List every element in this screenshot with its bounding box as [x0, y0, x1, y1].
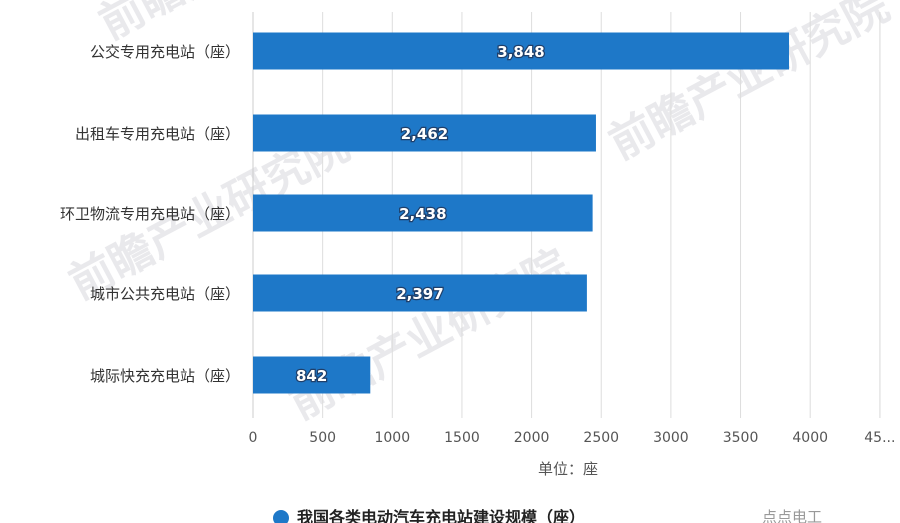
bar-value-label: 2,438: [399, 205, 446, 223]
bar-value-label: 842: [296, 367, 327, 385]
bar-value-label: 2,397: [396, 285, 443, 303]
category-label: 公交专用充电站（座）: [90, 43, 240, 61]
category-label: 环卫物流专用充电站（座）: [60, 205, 240, 223]
x-tick-labels: 0 500 1000 1500 2000 2500 3000 3500 4000 45...: [249, 430, 896, 446]
legend: 我国各类电动汽车充电站建设规模（座）: [273, 508, 585, 523]
legend-marker: [273, 510, 289, 523]
bar-value-label: 3,848: [497, 43, 544, 61]
watermark-text: 前瞻产业研究院: [281, 240, 577, 430]
category-label: 城市公共充电站（座）: [90, 285, 240, 303]
x-tick-label: 1000: [374, 430, 410, 446]
category-labels: 公交专用充电站（座） 出租车专用充电站（座） 环卫物流专用充电站（座） 城市公共充电站…: [60, 43, 240, 385]
watermark-text: 前瞻产业研究院: [601, 0, 897, 170]
bar: [253, 274, 587, 312]
x-tick-label: 2000: [514, 430, 550, 446]
bar-value-label: 2,462: [401, 125, 448, 143]
x-tick-label: 45...: [864, 430, 895, 446]
x-tick-label: 500: [309, 430, 336, 446]
x-tick-label: 0: [249, 430, 258, 446]
x-axis-label: 单位：座: [538, 460, 598, 478]
x-tick-label: 3000: [653, 430, 689, 446]
x-tick-label: 2500: [583, 430, 619, 446]
bar: [253, 114, 596, 152]
bar: [253, 32, 790, 70]
bars: 3,848 2,462 2,438 2,397 842: [253, 32, 790, 394]
x-tick-label: 4000: [792, 430, 828, 446]
source-credit: 点点电工: [762, 508, 822, 523]
category-label: 城际快充充电站（座）: [90, 367, 240, 385]
legend-label: 我国各类电动汽车充电站建设规模（座）: [297, 508, 585, 523]
x-tick-label: 1500: [444, 430, 480, 446]
bar: [253, 356, 371, 394]
bar: [253, 194, 593, 232]
x-tick-label: 3500: [723, 430, 759, 446]
category-label: 出租车专用充电站（座）: [75, 125, 240, 143]
